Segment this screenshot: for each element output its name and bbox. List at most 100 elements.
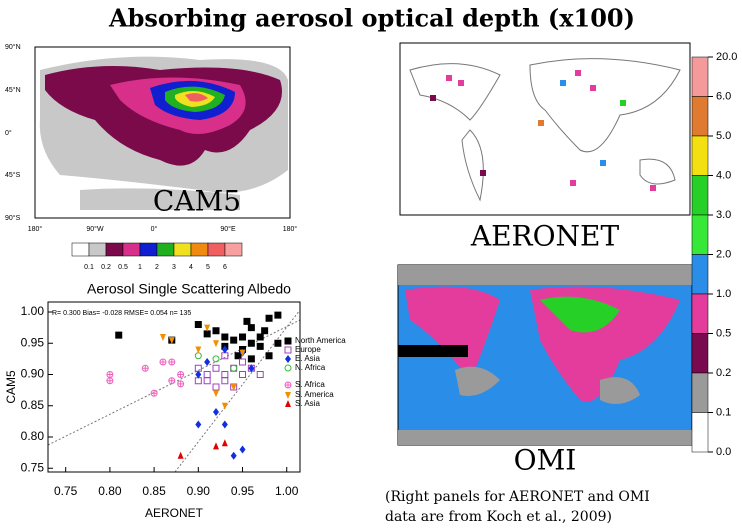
colorbar-label: 1.0 (716, 288, 731, 300)
colorbar-box (692, 294, 708, 334)
marker (222, 421, 228, 429)
x-tick-label: 0.75 (54, 484, 78, 498)
marker (240, 446, 246, 454)
marker (178, 381, 184, 387)
marker (213, 442, 219, 449)
marker-part (213, 356, 219, 362)
colorbar-box (692, 97, 708, 137)
colorbar-label: 1 (138, 264, 142, 271)
colorbar-box (72, 243, 89, 256)
lon-label: 0° (151, 225, 158, 233)
marker (213, 390, 219, 397)
colorbar-label: 0.2 (101, 264, 111, 271)
x-tick-label: 0.85 (142, 484, 166, 498)
colorbar-label: 6 (223, 264, 227, 271)
marker (213, 408, 219, 416)
colorbar-label: 0.0 (716, 446, 731, 458)
marker (213, 365, 219, 371)
marker (116, 332, 122, 338)
colorbar-label: 5 (206, 264, 210, 271)
y-tick-label: 1.00 (21, 304, 45, 318)
marker (195, 365, 201, 371)
legend-label: Europe (295, 345, 321, 354)
y-tick-label: 0.80 (21, 429, 45, 443)
marker-part (195, 353, 201, 359)
colorbar-box (692, 215, 708, 255)
legend-label: E. Asia (295, 354, 320, 363)
colorbar-box (174, 243, 191, 256)
colorbar-label: 3 (172, 264, 176, 271)
marker (195, 353, 201, 359)
figure-title: Absorbing aerosol optical depth (x100) (108, 4, 635, 33)
lon-label: 90°E (220, 225, 236, 233)
marker (107, 378, 113, 384)
colorbar-label: 20.0 (716, 51, 737, 63)
lon-label: 90°W (86, 225, 104, 233)
marker (195, 347, 201, 354)
lat-label: 45°S (5, 171, 21, 179)
colorbar-box (89, 243, 106, 256)
marker (266, 315, 272, 321)
marker (240, 359, 246, 365)
y-axis-label: CAM5 (4, 370, 18, 404)
colorbar-box (692, 373, 708, 413)
marker-part (285, 365, 291, 371)
marker (248, 325, 254, 331)
lon-label: 180° (283, 225, 298, 233)
marker (285, 392, 291, 399)
colorbar-label: 2.0 (716, 248, 731, 260)
marker (257, 372, 263, 378)
marker (285, 365, 291, 371)
marker (285, 400, 291, 407)
omi-map (398, 265, 692, 445)
caption: (Right panels for AERONET and OMI (385, 489, 650, 505)
marker (275, 340, 281, 346)
marker (151, 390, 157, 396)
marker (213, 356, 219, 362)
colorbar-box (692, 57, 708, 97)
scatter-plot: Aerosol Single Scattering AlbedoR= 0.300… (4, 281, 346, 520)
colorbar-box (208, 243, 225, 256)
colorbar-label: 2 (155, 264, 159, 271)
marker (160, 359, 166, 365)
colorbar-box (692, 413, 708, 453)
legend-label: N. Africa (295, 363, 326, 372)
colorbar-label: 6.0 (716, 90, 731, 102)
x-tick-label: 0.90 (187, 484, 211, 498)
colorbar-label: 0.2 (716, 367, 731, 379)
colorbar-box (692, 136, 708, 176)
y-tick-label: 0.75 (21, 460, 45, 474)
colorbar-box (692, 176, 708, 216)
marker (142, 365, 148, 371)
colorbar-box (106, 243, 123, 256)
x-tick-label: 1.00 (275, 484, 299, 498)
x-tick-label: 0.80 (98, 484, 122, 498)
marker (285, 382, 291, 388)
colorbar-box (157, 243, 174, 256)
colorbar-box (191, 243, 208, 256)
colorbar-label: 0.5 (118, 264, 128, 271)
marker (178, 372, 184, 378)
marker (285, 347, 291, 353)
figure: Absorbing aerosol optical depth (x100) C… (0, 0, 742, 529)
marker (231, 337, 237, 343)
lon-label: 180° (28, 225, 43, 233)
marker (204, 331, 210, 337)
colorbar-box (692, 334, 708, 374)
colorbar-box (225, 243, 242, 256)
marker (169, 359, 175, 365)
marker (213, 384, 219, 390)
lat-label: 0° (5, 129, 12, 137)
marker (244, 318, 250, 324)
map-label: AERONET (470, 220, 620, 253)
map-label: OMI (514, 444, 577, 477)
marker (257, 334, 263, 340)
legend-label: S. America (295, 390, 334, 399)
lat-label: 45°N (5, 86, 21, 94)
annotation: R= 0.300 Bias= -0.028 RMSE= 0.054 n= 135 (52, 310, 191, 317)
marker (222, 378, 228, 384)
marker (285, 355, 291, 363)
caption: data are from Koch et al., 2009) (385, 509, 612, 525)
y-tick-label: 0.95 (21, 335, 45, 349)
colorbar-label: 4.0 (716, 169, 731, 181)
